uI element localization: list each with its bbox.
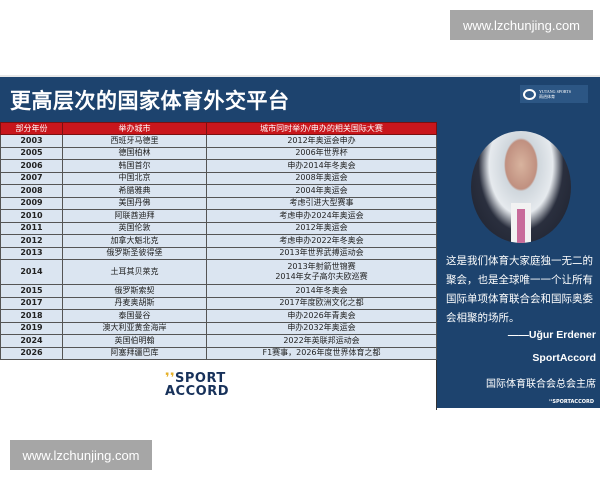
year-cell: 2019 bbox=[0, 321, 63, 335]
column-header: 部分年份 bbox=[0, 122, 63, 135]
event-cell: 考虑申办2024年奥运会 bbox=[206, 209, 437, 223]
host-cities-table: 部分年份 举办城市 城市同时举办/申办的相关国际大赛 2003 西班牙马德里 2012年… bbox=[0, 122, 437, 360]
table-row: 2008 希腊雅典 2004年奥运会 bbox=[0, 184, 437, 198]
year-cell: 2014 bbox=[0, 259, 63, 285]
year-cell: 2024 bbox=[0, 334, 63, 348]
city-cell: 加拿大魁北克 bbox=[62, 234, 207, 248]
brand-logo-icon bbox=[523, 88, 536, 100]
table-row: 2015 俄罗斯索契 2014年冬奥会 bbox=[0, 284, 437, 298]
event-cell: 申办2032年奥运会 bbox=[206, 321, 437, 335]
sportaccord-footer-logo: ❜❜SPORTACCORD bbox=[548, 399, 594, 405]
event-cell: 2004年奥运会 bbox=[206, 184, 437, 198]
year-cell: 2009 bbox=[0, 196, 63, 210]
year-cell: 2026 bbox=[0, 346, 63, 360]
event-cell: 考虑引进大型赛事 bbox=[206, 196, 437, 210]
city-cell: 土耳其贝莱克 bbox=[62, 259, 207, 285]
table-row: 2017 丹麦奥胡斯 2017年度欧洲文化之都 bbox=[0, 296, 437, 310]
table-row: 2006 韩国首尔 申办2014年冬奥会 bbox=[0, 159, 437, 173]
event-cell: 2008年奥运会 bbox=[206, 171, 437, 185]
city-cell: 阿塞拜疆巴库 bbox=[62, 346, 207, 360]
table-row: 2007 中国北京 2008年奥运会 bbox=[0, 171, 437, 185]
table-row: 2024 英国伯明翰 2022年英联邦运动会 bbox=[0, 334, 437, 348]
brand-logo: YUTANG SPORTS 雨逍体育 bbox=[520, 85, 588, 103]
city-cell: 丹麦奥胡斯 bbox=[62, 296, 207, 310]
quote-author: ——Uğur Erdener bbox=[507, 329, 596, 341]
event-cell: 2013年世界武搏运动会 bbox=[206, 246, 437, 260]
city-cell: 希腊雅典 bbox=[62, 184, 207, 198]
city-cell: 中国北京 bbox=[62, 171, 207, 185]
city-cell: 俄罗斯索契 bbox=[62, 284, 207, 298]
quote-org: SportAccord bbox=[532, 352, 596, 364]
table-panel: 部分年份 举办城市 城市同时举办/申办的相关国际大赛 2003 西班牙马德里 2012年… bbox=[0, 122, 437, 410]
year-cell: 2013 bbox=[0, 246, 63, 260]
city-cell: 泰国曼谷 bbox=[62, 309, 207, 323]
watermark-top: www.lzchunjing.com bbox=[450, 10, 593, 40]
year-cell: 2018 bbox=[0, 309, 63, 323]
watermark-bottom: www.lzchunjing.com bbox=[10, 440, 152, 470]
year-cell: 2017 bbox=[0, 296, 63, 310]
event-cell: 2012年奥运会 bbox=[206, 221, 437, 235]
quote-role: 国际体育联合会总会主席 bbox=[486, 379, 596, 390]
city-cell: 德国柏林 bbox=[62, 146, 207, 160]
event-cell: 申办2026年青奥会 bbox=[206, 309, 437, 323]
event-cell: 2012年奥运会申办 bbox=[206, 134, 437, 148]
event-cell: 2006年世界杯 bbox=[206, 146, 437, 160]
slide-title: 更高层次的国家体育外交平台 bbox=[10, 89, 290, 113]
table-row: 2014 土耳其贝莱克 2013年射箭世锦赛 2014年女子高尔夫欧巡赛 bbox=[0, 259, 437, 285]
year-cell: 2011 bbox=[0, 221, 63, 235]
slide: 更高层次的国家体育外交平台 YUTANG SPORTS 雨逍体育 部分年份 举办城市… bbox=[0, 75, 600, 410]
event-cell: 2013年射箭世锦赛 2014年女子高尔夫欧巡赛 bbox=[206, 259, 437, 285]
year-cell: 2015 bbox=[0, 284, 63, 298]
table-row: 2019 澳大利亚黄金海岸 申办2032年奥运会 bbox=[0, 321, 437, 335]
brand-logo-line1: YUTANG SPORTS bbox=[539, 89, 571, 94]
year-cell: 2007 bbox=[0, 171, 63, 185]
quote-panel: 这是我们体育大家庭独一无二的聚会，也是全球唯一一个让所有国际单项体育联合会和国际… bbox=[438, 122, 600, 410]
quote-text: 这是我们体育大家庭独一无二的聚会，也是全球唯一一个让所有国际单项体育联合会和国际… bbox=[446, 255, 593, 324]
table-row: 2011 英国伦敦 2012年奥运会 bbox=[0, 221, 437, 235]
speaker-photo bbox=[471, 131, 571, 243]
column-header: 举办城市 bbox=[62, 122, 207, 135]
table-row: 2026 阿塞拜疆巴库 F1赛事，2026年度世界体育之都 bbox=[0, 346, 437, 360]
table-row: 2010 阿联酋迪拜 考虑申办2024年奥运会 bbox=[0, 209, 437, 223]
city-cell: 韩国首尔 bbox=[62, 159, 207, 173]
sportaccord-logo: ❜❜SPORT ACCORD bbox=[165, 371, 229, 399]
column-header: 城市同时举办/申办的相关国际大赛 bbox=[206, 122, 437, 135]
city-cell: 英国伦敦 bbox=[62, 221, 207, 235]
event-cell: F1赛事，2026年度世界体育之都 bbox=[206, 346, 437, 360]
table-row: 2018 泰国曼谷 申办2026年青奥会 bbox=[0, 309, 437, 323]
table-row: 2005 德国柏林 2006年世界杯 bbox=[0, 146, 437, 160]
event-cell: 2014年冬奥会 bbox=[206, 284, 437, 298]
city-cell: 阿联酋迪拜 bbox=[62, 209, 207, 223]
city-cell: 美国丹佛 bbox=[62, 196, 207, 210]
event-cell: 考虑申办2022年冬奥会 bbox=[206, 234, 437, 248]
city-cell: 英国伯明翰 bbox=[62, 334, 207, 348]
city-cell: 俄罗斯圣彼得堡 bbox=[62, 246, 207, 260]
city-cell: 西班牙马德里 bbox=[62, 134, 207, 148]
year-cell: 2008 bbox=[0, 184, 63, 198]
event-cell: 申办2014年冬奥会 bbox=[206, 159, 437, 173]
year-cell: 2003 bbox=[0, 134, 63, 148]
event-cell: 2022年英联邦运动会 bbox=[206, 334, 437, 348]
event-cell: 2017年度欧洲文化之都 bbox=[206, 296, 437, 310]
table-row: 2012 加拿大魁北克 考虑申办2022年冬奥会 bbox=[0, 234, 437, 248]
year-cell: 2006 bbox=[0, 159, 63, 173]
year-cell: 2010 bbox=[0, 209, 63, 223]
brand-logo-line2: 雨逍体育 bbox=[539, 94, 555, 99]
year-cell: 2012 bbox=[0, 234, 63, 248]
table-row: 2013 俄罗斯圣彼得堡 2013年世界武搏运动会 bbox=[0, 246, 437, 260]
year-cell: 2005 bbox=[0, 146, 63, 160]
table-row: 2003 西班牙马德里 2012年奥运会申办 bbox=[0, 134, 437, 148]
city-cell: 澳大利亚黄金海岸 bbox=[62, 321, 207, 335]
table-row: 2009 美国丹佛 考虑引进大型赛事 bbox=[0, 196, 437, 210]
